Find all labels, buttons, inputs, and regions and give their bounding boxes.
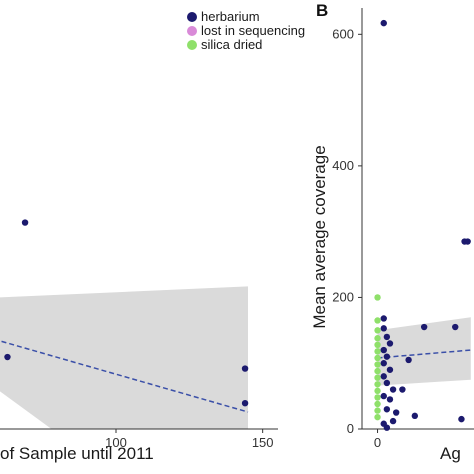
x-tick-label: 150 — [252, 435, 274, 450]
data-point-silica-dried — [374, 327, 381, 334]
confidence-band-area — [0, 286, 248, 429]
data-point-silica-dried — [374, 335, 381, 342]
a-confidence-band — [0, 286, 248, 429]
b-y-ticks: 0 200 400 600 — [332, 26, 362, 436]
data-point-herbarium — [411, 412, 419, 420]
data-point-herbarium — [452, 323, 459, 331]
data-point-herbarium — [383, 379, 391, 387]
y-tick-label: 200 — [332, 289, 354, 304]
data-point-herbarium — [380, 325, 387, 332]
panel-b: B Mean average coverage 0 200 400 600 0 Ag — [310, 1, 474, 463]
data-point-silica-dried — [374, 367, 381, 375]
data-point-herbarium — [241, 365, 249, 372]
x-tick-label: 0 — [374, 435, 381, 450]
data-point-herbarium — [386, 366, 394, 373]
data-point-herbarium — [464, 238, 471, 245]
data-point-herbarium — [241, 399, 249, 407]
panel-b-label: B — [316, 1, 328, 20]
data-point-herbarium — [383, 406, 391, 413]
trend-line-segment — [0, 340, 249, 413]
data-point-herbarium — [392, 409, 400, 416]
a-trend-line — [0, 340, 249, 413]
data-point-silica-dried — [374, 381, 381, 388]
b-confidence-band — [377, 317, 471, 386]
data-point-herbarium — [386, 396, 394, 403]
b-y-axis-title: Mean average coverage — [310, 145, 329, 328]
data-point-silica-dried — [374, 348, 381, 355]
legend: herbarium lost in sequencing silica drie… — [187, 9, 305, 52]
data-point-silica-dried — [374, 400, 381, 408]
data-point-herbarium — [4, 353, 11, 361]
y-tick-label: 0 — [347, 421, 354, 436]
data-point-herbarium — [380, 315, 387, 322]
x-tick-label: 100 — [105, 435, 127, 450]
data-point-herbarium — [380, 392, 387, 400]
data-point-herbarium — [21, 219, 29, 226]
data-point-herbarium — [389, 386, 397, 393]
data-point-silica-dried — [374, 374, 381, 381]
a-points — [4, 219, 249, 407]
legend-marker-silica-dried — [187, 40, 197, 50]
data-point-herbarium — [389, 417, 397, 425]
data-point-herbarium — [405, 356, 412, 364]
data-point-herbarium — [458, 415, 465, 423]
a-x-ticks: 100 150 — [105, 429, 274, 450]
b-x-ticks: 0 — [374, 429, 381, 450]
data-point-herbarium — [383, 353, 391, 360]
legend-label-silica-dried: silica dried — [201, 37, 262, 52]
data-point-silica-dried — [374, 361, 381, 368]
data-point-herbarium — [383, 424, 391, 431]
data-point-silica-dried — [374, 294, 381, 301]
data-point-herbarium — [380, 360, 387, 367]
confidence-band-area — [377, 317, 471, 386]
y-tick-label: 600 — [332, 26, 354, 41]
legend-label-lost-in-sequencing: lost in sequencing — [201, 23, 305, 38]
legend-marker-lost-in-sequencing — [187, 26, 197, 36]
data-point-herbarium — [380, 373, 387, 380]
data-point-herbarium — [383, 333, 391, 341]
b-points — [374, 19, 471, 431]
data-point-herbarium — [380, 346, 387, 354]
y-tick-label: 400 — [332, 158, 354, 173]
data-point-silica-dried — [374, 413, 381, 421]
data-point-silica-dried — [374, 387, 381, 395]
panel-a: 100 150 of Sample until 2011 — [0, 219, 278, 463]
data-point-herbarium — [420, 323, 428, 331]
legend-label-herbarium: herbarium — [201, 9, 260, 24]
data-point-silica-dried — [374, 317, 381, 324]
data-point-silica-dried — [374, 354, 381, 362]
data-point-herbarium — [386, 340, 394, 347]
a-x-axis-title: of Sample until 2011 — [0, 444, 154, 463]
data-point-silica-dried — [374, 341, 381, 348]
data-point-silica-dried — [374, 394, 381, 401]
data-point-herbarium — [399, 386, 406, 393]
data-point-herbarium — [380, 19, 387, 27]
b-x-axis-title: Ag — [440, 444, 461, 463]
legend-marker-herbarium — [187, 12, 197, 22]
data-point-silica-dried — [374, 407, 381, 414]
